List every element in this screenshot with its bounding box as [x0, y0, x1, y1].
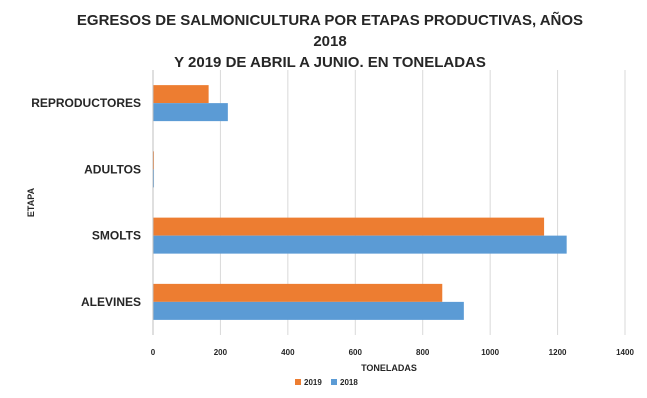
bar-2018-alevines — [153, 301, 464, 320]
chart-title-line-1: EGRESOS DE SALMONICULTURA POR ETAPAS PRO… — [76, 12, 584, 50]
legend-swatch-2019 — [295, 379, 301, 385]
category-label-adultos: ADULTOS — [84, 162, 141, 176]
legend: 2019 2018 — [295, 378, 358, 387]
bars — [153, 85, 567, 320]
legend-label-2018: 2018 — [340, 378, 358, 387]
x-tick-label-1000: 1000 — [481, 348, 499, 357]
category-label-reproductores: REPRODUCTORES — [31, 96, 141, 110]
x-tick-label-0: 0 — [151, 348, 156, 357]
category-label-alevines: ALEVINES — [81, 295, 141, 309]
y-axis-title: ETAPA — [26, 187, 36, 217]
bar-2019-smolts — [153, 217, 545, 236]
bar-2018-adultos — [153, 169, 155, 188]
x-tick-label-200: 200 — [214, 348, 228, 357]
bar-2018-reproductores — [153, 103, 228, 122]
bar-2018-smolts — [153, 235, 567, 254]
labels: 0 200 400 600 800 1000 1200 1400 REPRODUCTORES AD… — [26, 96, 634, 373]
x-tick-label-1400: 1400 — [616, 348, 634, 357]
legend-label-2019: 2019 — [304, 378, 322, 387]
legend-swatch-2018 — [331, 379, 337, 385]
x-tick-label-1200: 1200 — [549, 348, 567, 357]
chart-title-line-2: Y 2019 DE ABRIL A JUNIO. EN TONELADAS — [174, 54, 486, 71]
x-tick-label-800: 800 — [416, 348, 430, 357]
chart-title: EGRESOS DE SALMONICULTURA POR ETAPAS PRO… — [60, 10, 600, 73]
category-label-smolts: SMOLTS — [92, 229, 141, 243]
bar-2019-alevines — [153, 283, 443, 302]
bar-2019-reproductores — [153, 85, 209, 104]
x-tick-label-600: 600 — [349, 348, 363, 357]
x-axis-title: TONELADAS — [361, 363, 417, 373]
x-tick-label-400: 400 — [281, 348, 295, 357]
